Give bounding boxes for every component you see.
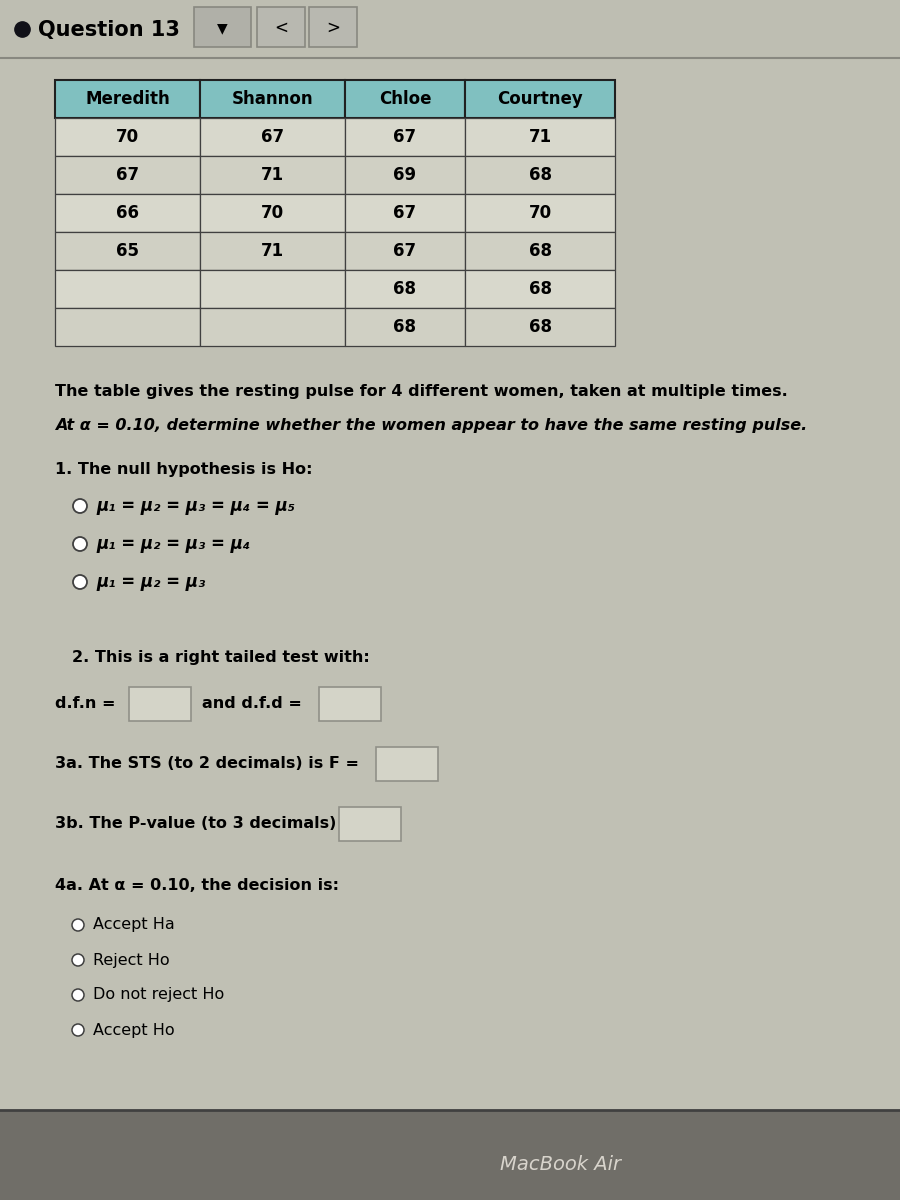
- Text: 70: 70: [528, 204, 552, 222]
- Text: 3a. The STS (to 2 decimals) is F =: 3a. The STS (to 2 decimals) is F =: [55, 756, 359, 772]
- FancyBboxPatch shape: [55, 232, 200, 270]
- Text: 68: 68: [528, 318, 552, 336]
- Text: 68: 68: [393, 280, 417, 298]
- Circle shape: [72, 1024, 84, 1036]
- FancyBboxPatch shape: [465, 156, 615, 194]
- FancyBboxPatch shape: [465, 270, 615, 308]
- FancyBboxPatch shape: [0, 60, 900, 1110]
- Text: 67: 67: [393, 204, 417, 222]
- FancyBboxPatch shape: [339, 806, 401, 841]
- Text: 67: 67: [393, 128, 417, 146]
- FancyBboxPatch shape: [309, 7, 357, 47]
- Text: 67: 67: [116, 166, 140, 184]
- FancyBboxPatch shape: [55, 308, 200, 346]
- Text: d.f.n =: d.f.n =: [55, 696, 115, 712]
- Text: 71: 71: [261, 166, 284, 184]
- Text: ▼: ▼: [217, 20, 228, 35]
- Text: 66: 66: [116, 204, 139, 222]
- Text: Accept Ho: Accept Ho: [93, 1022, 175, 1038]
- Circle shape: [73, 499, 87, 514]
- Circle shape: [73, 575, 87, 589]
- Text: 68: 68: [393, 318, 417, 336]
- Text: 2. This is a right tailed test with:: 2. This is a right tailed test with:: [72, 650, 370, 665]
- Text: Shannon: Shannon: [231, 90, 313, 108]
- Text: 67: 67: [393, 242, 417, 260]
- FancyBboxPatch shape: [200, 80, 345, 118]
- FancyBboxPatch shape: [345, 194, 465, 232]
- FancyBboxPatch shape: [345, 232, 465, 270]
- FancyBboxPatch shape: [345, 80, 465, 118]
- FancyBboxPatch shape: [465, 308, 615, 346]
- Text: μ₁ = μ₂ = μ₃: μ₁ = μ₂ = μ₃: [96, 572, 205, 590]
- FancyBboxPatch shape: [345, 308, 465, 346]
- Text: Question 13: Question 13: [38, 20, 180, 40]
- Circle shape: [73, 538, 87, 551]
- Text: 68: 68: [528, 242, 552, 260]
- FancyBboxPatch shape: [194, 7, 251, 47]
- Text: Reject Ho: Reject Ho: [93, 953, 169, 967]
- FancyBboxPatch shape: [319, 686, 381, 721]
- Circle shape: [72, 989, 84, 1001]
- Text: <: <: [274, 19, 288, 37]
- FancyBboxPatch shape: [200, 118, 345, 156]
- Text: 70: 70: [261, 204, 284, 222]
- FancyBboxPatch shape: [465, 194, 615, 232]
- Text: 70: 70: [116, 128, 140, 146]
- Text: μ₁ = μ₂ = μ₃ = μ₄ = μ₅: μ₁ = μ₂ = μ₃ = μ₄ = μ₅: [96, 497, 295, 515]
- FancyBboxPatch shape: [129, 686, 191, 721]
- Text: 68: 68: [528, 166, 552, 184]
- Text: 65: 65: [116, 242, 139, 260]
- Text: The table gives the resting pulse for 4 different women, taken at multiple times: The table gives the resting pulse for 4 …: [55, 384, 788, 398]
- FancyBboxPatch shape: [345, 270, 465, 308]
- FancyBboxPatch shape: [200, 270, 345, 308]
- Text: μ₁ = μ₂ = μ₃ = μ₄: μ₁ = μ₂ = μ₃ = μ₄: [96, 535, 250, 553]
- FancyBboxPatch shape: [55, 156, 200, 194]
- Circle shape: [72, 954, 84, 966]
- FancyBboxPatch shape: [55, 270, 200, 308]
- FancyBboxPatch shape: [465, 118, 615, 156]
- Text: 67: 67: [261, 128, 284, 146]
- Text: Meredith: Meredith: [86, 90, 170, 108]
- FancyBboxPatch shape: [465, 80, 615, 118]
- FancyBboxPatch shape: [345, 118, 465, 156]
- FancyBboxPatch shape: [200, 156, 345, 194]
- Text: 68: 68: [528, 280, 552, 298]
- Text: 71: 71: [261, 242, 284, 260]
- FancyBboxPatch shape: [200, 308, 345, 346]
- FancyBboxPatch shape: [55, 118, 200, 156]
- Text: 71: 71: [528, 128, 552, 146]
- FancyBboxPatch shape: [55, 194, 200, 232]
- Text: >: >: [326, 19, 340, 37]
- FancyBboxPatch shape: [257, 7, 305, 47]
- Text: Do not reject Ho: Do not reject Ho: [93, 988, 224, 1002]
- Text: 1. The null hypothesis is Ho:: 1. The null hypothesis is Ho:: [55, 462, 312, 476]
- FancyBboxPatch shape: [55, 80, 200, 118]
- FancyBboxPatch shape: [0, 0, 900, 58]
- FancyBboxPatch shape: [465, 232, 615, 270]
- Text: Chloe: Chloe: [379, 90, 431, 108]
- Text: At α = 0.10, determine whether the women appear to have the same resting pulse.: At α = 0.10, determine whether the women…: [55, 418, 807, 433]
- FancyBboxPatch shape: [200, 232, 345, 270]
- Text: MacBook Air: MacBook Air: [500, 1156, 620, 1175]
- FancyBboxPatch shape: [345, 156, 465, 194]
- Text: 69: 69: [393, 166, 417, 184]
- Text: Accept Ha: Accept Ha: [93, 918, 175, 932]
- Circle shape: [72, 919, 84, 931]
- Text: and d.f.d =: and d.f.d =: [202, 696, 302, 712]
- FancyBboxPatch shape: [376, 746, 438, 781]
- Text: Courtney: Courtney: [497, 90, 583, 108]
- Text: 4a. At α = 0.10, the decision is:: 4a. At α = 0.10, the decision is:: [55, 878, 339, 894]
- FancyBboxPatch shape: [200, 194, 345, 232]
- FancyBboxPatch shape: [0, 1110, 900, 1200]
- Text: 3b. The P-value (to 3 decimals) is:: 3b. The P-value (to 3 decimals) is:: [55, 816, 364, 832]
